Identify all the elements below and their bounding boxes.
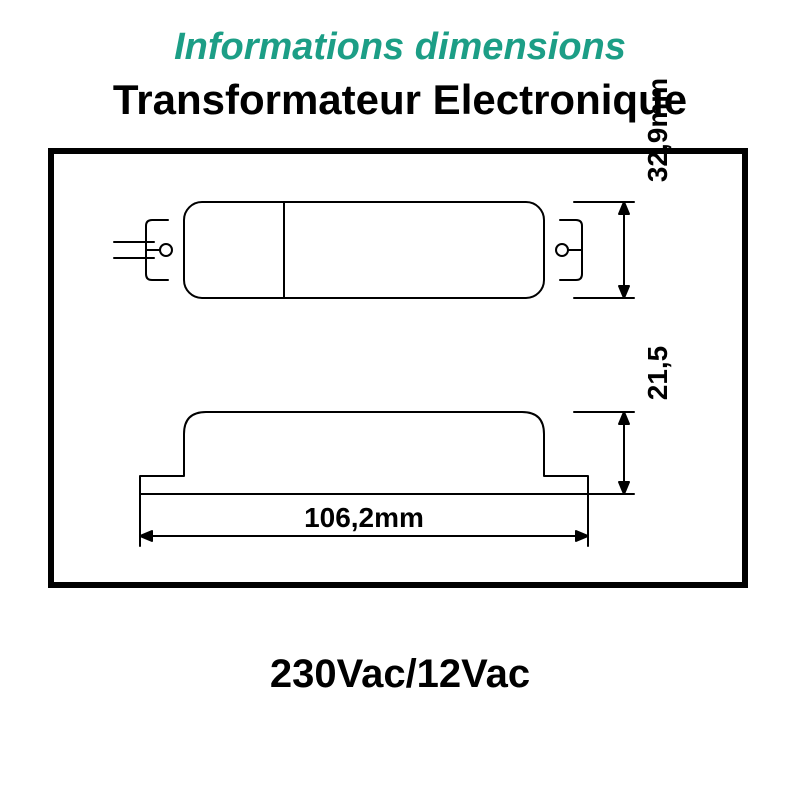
dim-arrow-2: [619, 286, 629, 298]
top-body: [184, 202, 544, 298]
dim-arrow-1: [619, 202, 629, 214]
top-left-hole: [160, 244, 172, 256]
info-dimensions-title: Informations dimensions: [0, 26, 800, 69]
page: Informations dimensions Transformateur E…: [0, 0, 800, 800]
dim-arrow-2: [619, 482, 629, 494]
top-right-hole: [556, 244, 568, 256]
diagram-frame: 32,9mm 21,5 106,2mm: [48, 148, 748, 588]
side-outline: [140, 412, 588, 494]
dim-label-side-height: 21,5: [642, 333, 674, 413]
voltage-spec: 230Vac/12Vac: [0, 652, 800, 697]
dim-label-top-height: 32,9mm: [642, 70, 674, 190]
dim-arrow-2: [576, 531, 588, 541]
drawing-group: [114, 202, 634, 546]
dim-side-height: [574, 412, 634, 494]
dim-arrow-1: [619, 412, 629, 424]
dim-arrow-1: [140, 531, 152, 541]
dim-label-bottom-width: 106,2mm: [294, 502, 434, 534]
product-title: Transformateur Electronique: [0, 76, 800, 124]
